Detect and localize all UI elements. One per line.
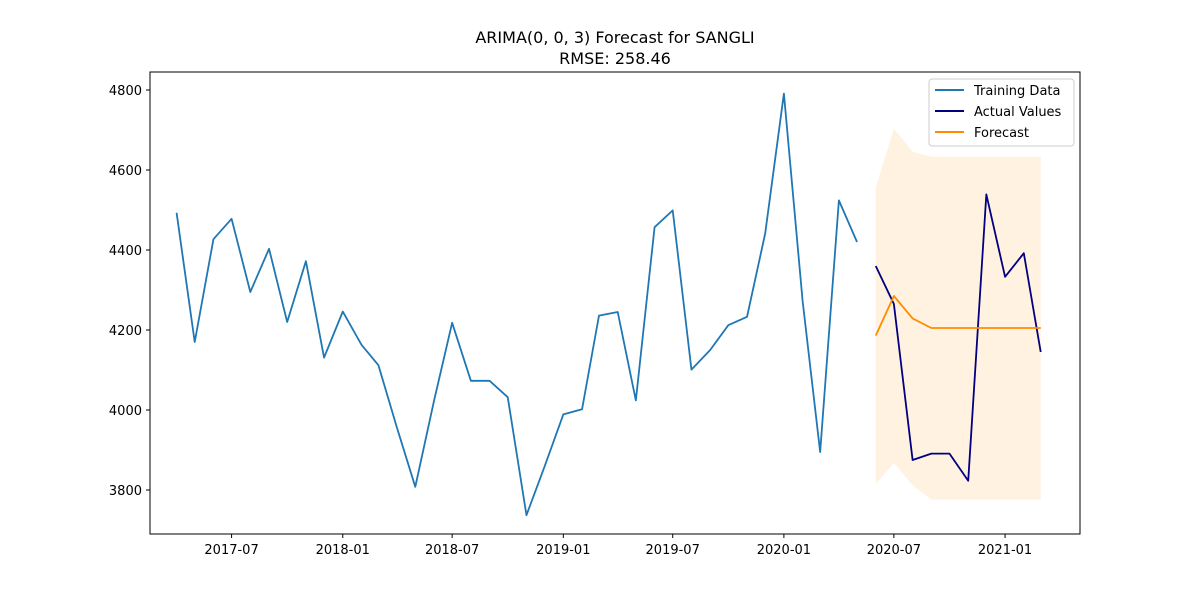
- series-line-actual-values: [874, 193, 1042, 482]
- x-tick-label: 2020-01: [757, 543, 811, 558]
- legend-label-training-data: Training Data: [973, 84, 1060, 99]
- y-tick-label: 4800: [109, 84, 142, 99]
- legend: Training Data Actual Values Forecast: [928, 78, 1075, 147]
- x-tick-label: 2019-01: [536, 543, 590, 558]
- legend-box: [928, 78, 1075, 147]
- series-layer: [175, 92, 1042, 517]
- plot-frame: [149, 71, 1081, 535]
- chart-title: ARIMA(0, 0, 3) Forecast for SANGLI: [475, 28, 754, 47]
- x-axis: 2017-07 2018-01 2018-07 2019-01 2019-07 2020-…: [204, 534, 1032, 558]
- y-tick-label: 4000: [109, 404, 142, 419]
- x-tick-label: 2021-01: [978, 543, 1032, 558]
- confidence-band: [875, 128, 1041, 500]
- legend-label-forecast: Forecast: [974, 126, 1029, 141]
- y-tick-label: 4200: [109, 324, 142, 339]
- series-line-training-data: [175, 92, 858, 517]
- x-tick-label: 2018-07: [425, 543, 479, 558]
- y-tick-label: 4600: [109, 164, 142, 179]
- x-tick-label: 2018-01: [316, 543, 370, 558]
- x-tick-label: 2019-07: [646, 543, 700, 558]
- legend-label-actual-values: Actual Values: [974, 105, 1062, 120]
- y-axis: 3800 4000 4200 4400 4600 4800: [109, 84, 150, 499]
- y-tick-label: 4400: [109, 244, 142, 259]
- series-line-forecast: [874, 295, 1041, 336]
- x-tick-label: 2017-07: [204, 543, 258, 558]
- y-tick-label: 3800: [109, 484, 142, 499]
- confidence-band-layer: [875, 128, 1041, 500]
- chart-subtitle: RMSE: 258.46: [559, 49, 671, 68]
- x-tick-label: 2020-07: [867, 543, 921, 558]
